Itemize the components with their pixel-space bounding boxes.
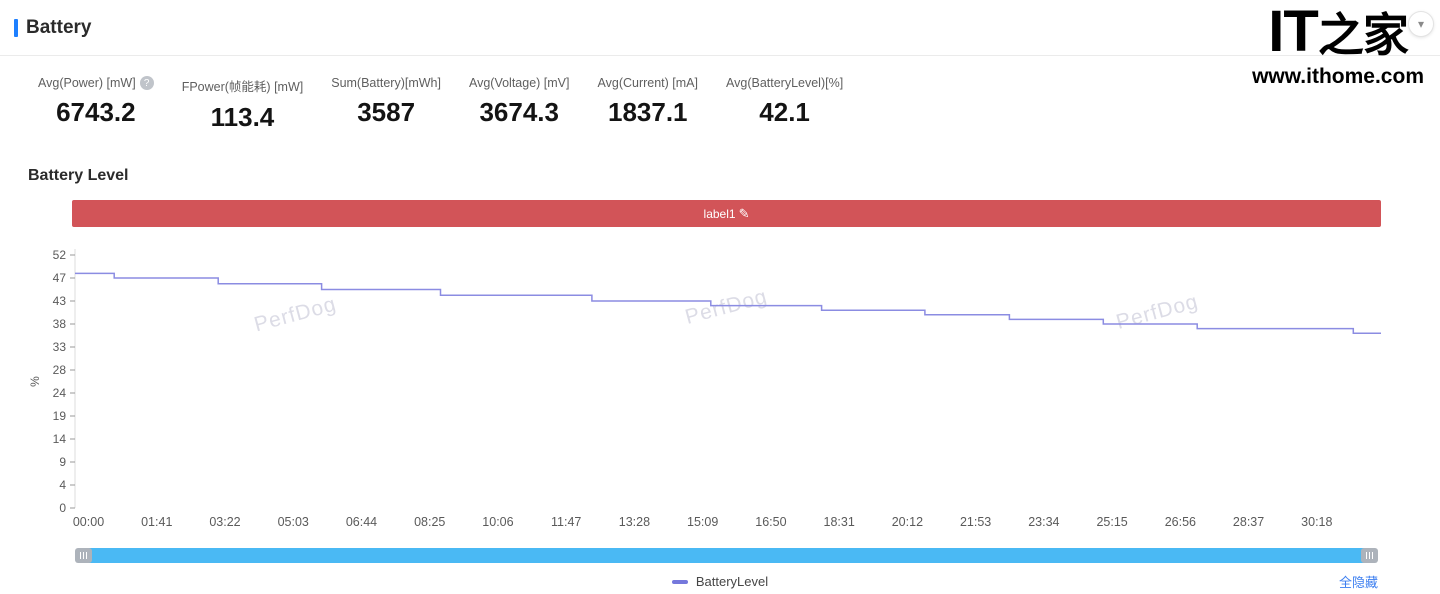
- svg-text:47: 47: [53, 271, 67, 285]
- page-title: Battery: [26, 16, 92, 38]
- svg-text:20:12: 20:12: [892, 515, 923, 529]
- scrollbar-left-handle[interactable]: [75, 548, 92, 563]
- svg-text:14: 14: [53, 432, 67, 446]
- svg-text:05:03: 05:03: [278, 515, 309, 529]
- svg-text:23:34: 23:34: [1028, 515, 1059, 529]
- collapse-section-button[interactable]: ▾: [1408, 11, 1434, 37]
- stat-label: FPower(帧能耗) [mW]: [181, 80, 304, 94]
- help-icon[interactable]: ?: [139, 76, 154, 90]
- svg-text:0: 0: [59, 501, 66, 515]
- edit-label-icon[interactable]: ✎: [738, 206, 750, 221]
- scrollbar-right-handle[interactable]: [1361, 548, 1378, 563]
- svg-text:33: 33: [53, 340, 67, 354]
- svg-text:52: 52: [53, 248, 67, 262]
- svg-text:28: 28: [53, 363, 67, 377]
- svg-text:21:53: 21:53: [960, 515, 991, 529]
- svg-text:24: 24: [53, 386, 67, 400]
- battery-level-chart[interactable]: PerfDog PerfDog PerfDog 0 4 9 14 19 24 28 33 38 43 47…: [25, 243, 1420, 538]
- svg-text:03:22: 03:22: [209, 515, 240, 529]
- stat-label: Avg(Voltage) [mV]: [468, 76, 570, 90]
- svg-text:38: 38: [53, 317, 67, 331]
- stat-value: 42.1: [759, 97, 810, 127]
- stat-fpower: FPower(帧能耗) [mW] 113.4: [182, 76, 304, 133]
- stat-value: 3674.3: [479, 97, 559, 127]
- svg-text:08:25: 08:25: [414, 515, 445, 529]
- stat-avg-voltage: Avg(Voltage) [mV] 3674.3: [469, 76, 570, 133]
- batterylevel-line: [75, 272, 1381, 334]
- battery-level-chart-container: PerfDog PerfDog PerfDog 0 4 9 14 19 24 28 33 38 43 47…: [25, 243, 1440, 543]
- svg-text:25:15: 25:15: [1096, 515, 1127, 529]
- perfdog-watermark: PerfDog: [1114, 290, 1201, 334]
- stat-value: 1837.1: [607, 97, 688, 127]
- svg-text:30:18: 30:18: [1301, 515, 1332, 529]
- legend-label: BatteryLevel: [695, 574, 769, 589]
- chevron-down-icon: ▾: [1417, 17, 1425, 31]
- svg-text:00:00: 00:00: [73, 515, 104, 529]
- svg-text:13:28: 13:28: [619, 515, 650, 529]
- perfdog-watermark: PerfDog: [252, 293, 339, 337]
- svg-text:16:50: 16:50: [755, 515, 786, 529]
- svg-text:01:41: 01:41: [141, 515, 172, 529]
- y-axis-unit-label: %: [28, 376, 42, 387]
- stat-avg-power: Avg(Power) [mW] ? 6743.2: [38, 76, 154, 133]
- battery-stats-row: Avg(Power) [mW] ? 6743.2 FPower(帧能耗) [mW…: [0, 76, 1440, 133]
- svg-text:9: 9: [59, 455, 66, 469]
- stat-value: 6743.2: [56, 97, 136, 127]
- svg-text:10:06: 10:06: [482, 515, 513, 529]
- section-header: Battery: [0, 0, 1440, 56]
- svg-text:26:56: 26:56: [1165, 515, 1196, 529]
- svg-text:06:44: 06:44: [346, 515, 377, 529]
- stat-label: Avg(Power) [mW]: [38, 76, 136, 90]
- stat-label: Sum(Battery)[mWh]: [331, 76, 441, 90]
- legend-item-batterylevel[interactable]: BatteryLevel: [671, 574, 769, 589]
- svg-text:4: 4: [59, 478, 66, 492]
- stat-value: 3587: [357, 97, 416, 127]
- svg-text:28:37: 28:37: [1233, 515, 1264, 529]
- chart-section-title: Battery Level: [28, 167, 129, 184]
- stat-avg-current: Avg(Current) [mA] 1837.1: [598, 76, 699, 133]
- label-bar-text: label1: [703, 206, 736, 221]
- svg-text:19: 19: [53, 409, 67, 423]
- svg-text:11:47: 11:47: [551, 515, 581, 529]
- chart-label-bar[interactable]: label1 ✎: [72, 200, 1381, 227]
- stat-sum-battery: Sum(Battery)[mWh] 3587: [331, 76, 441, 133]
- stat-avg-batterylevel: Avg(BatteryLevel)[%] 42.1: [726, 76, 843, 133]
- perfdog-watermark: PerfDog: [683, 285, 770, 329]
- hide-all-link[interactable]: 全隐藏: [1338, 575, 1378, 590]
- scrollbar-track[interactable]: [75, 548, 1378, 563]
- svg-text:15:09: 15:09: [687, 515, 718, 529]
- header-accent-bar: [14, 18, 18, 37]
- svg-text:43: 43: [53, 294, 67, 308]
- chart-legend-row: BatteryLevel 全隐藏: [0, 574, 1440, 590]
- stat-label: Avg(BatteryLevel)[%]: [726, 76, 844, 90]
- stat-value: 113.4: [210, 102, 275, 132]
- legend-line-marker: [671, 579, 688, 584]
- svg-text:18:31: 18:31: [824, 515, 855, 529]
- stat-label: Avg(Current) [mA]: [597, 76, 699, 90]
